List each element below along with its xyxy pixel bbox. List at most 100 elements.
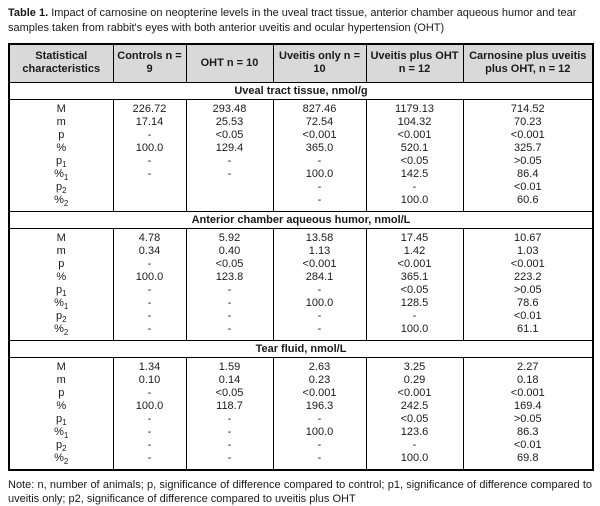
value-cell: 169.4 [462, 399, 594, 413]
value-cell: - [185, 322, 274, 340]
value-cell: 226.72 [112, 99, 187, 116]
value-cell: 128.5 [365, 296, 464, 310]
row-label: %2 [8, 193, 114, 211]
value-cell: 100.0 [272, 167, 367, 181]
section-title: Tear fluid, nmol/L [9, 339, 593, 358]
value-cell: 1179.13 [365, 99, 464, 116]
value-cell: - [112, 309, 187, 323]
row-label: p [8, 257, 114, 271]
row-label: % [8, 270, 114, 284]
table-caption: Table 1. Impact of carnosine on neopteri… [8, 6, 592, 36]
table-header-row: Statistical characteristics Controls n = … [8, 43, 594, 83]
table-row: p - <0.05 <0.001 <0.001 <0.001 [8, 128, 594, 142]
row-label-subscript: 2 [62, 314, 67, 324]
table-caption-text: Impact of carnosine on neopterine levels… [8, 7, 577, 34]
data-table: Statistical characteristics Controls n = … [8, 43, 594, 471]
table-row: p2- - - - <0.01 [8, 438, 594, 452]
value-cell: - [112, 154, 187, 168]
value-cell: 0.14 [185, 373, 274, 387]
table-row: p1- - - <0.05 >0.05 [8, 283, 594, 298]
value-cell: 827.46 [272, 99, 367, 116]
row-label-subscript: 1 [62, 159, 67, 169]
column-header-3: Uveitis only n = 10 [272, 43, 367, 83]
table-row: % 100.0 118.7 196.3 242.5 169.4 [8, 399, 594, 413]
row-label: M [8, 228, 114, 245]
value-cell: - [272, 322, 367, 340]
value-cell: 100.0 [112, 399, 187, 413]
table-row: %1- -100.0 128.5 78.6 [8, 296, 594, 310]
table-row: % 100.0 123.8 284.1 365.1 223.2 [8, 270, 594, 284]
column-header-1: Controls n = 9 [112, 43, 187, 83]
column-header-0: Statistical characteristics [8, 43, 114, 83]
value-cell: - [112, 438, 187, 452]
value-cell: 3.25 [365, 357, 464, 374]
value-cell: 365.0 [272, 141, 367, 155]
value-cell: 13.58 [272, 228, 367, 245]
value-cell: 1.03 [462, 244, 594, 258]
row-label: p2 [8, 438, 114, 452]
section-title: Anterior chamber aqueous humor, nmol/L [9, 210, 593, 229]
row-label: p1 [8, 412, 114, 427]
table-row: % 100.0 129.4 365.0 520.1 325.7 [8, 141, 594, 155]
value-cell: <0.01 [462, 180, 594, 194]
value-cell: 100.0 [365, 193, 464, 211]
value-cell: - [112, 128, 187, 142]
value-cell: - [185, 296, 274, 310]
value-cell: 0.40 [185, 244, 274, 258]
value-cell: 4.78 [112, 228, 187, 245]
value-cell [185, 193, 274, 211]
value-cell: 1.34 [112, 357, 187, 374]
value-cell: - [112, 412, 187, 426]
value-cell: 78.6 [462, 296, 594, 310]
value-cell: 293.48 [185, 99, 274, 116]
row-label: p1 [8, 154, 114, 169]
value-cell: 196.3 [272, 399, 367, 413]
row-label: m [8, 244, 114, 258]
table-row: p2- - <0.01 [8, 180, 594, 194]
value-cell: <0.05 [365, 154, 464, 168]
row-label: p1 [8, 283, 114, 298]
row-label-subscript: 1 [62, 417, 67, 427]
value-cell: - [272, 309, 367, 323]
value-cell: - [365, 309, 464, 323]
value-cell: 520.1 [365, 141, 464, 155]
value-cell: - [365, 180, 464, 194]
row-label: %2 [8, 322, 114, 340]
row-label: p [8, 128, 114, 142]
row-label: % [8, 141, 114, 155]
value-cell: <0.001 [365, 128, 464, 142]
value-cell: 104.32 [365, 115, 464, 129]
value-cell: 142.5 [365, 167, 464, 181]
value-cell: - [365, 438, 464, 452]
value-cell: <0.001 [365, 386, 464, 400]
value-cell: - [185, 283, 274, 297]
value-cell: <0.001 [462, 257, 594, 271]
row-label: % [8, 399, 114, 413]
table-row: M 4.78 5.92 13.58 17.45 10.67 [8, 228, 594, 245]
table-row: %2- - -100.0 69.8 [8, 451, 594, 470]
row-label-subscript: 1 [62, 288, 67, 298]
value-cell [185, 180, 274, 194]
table-row: M 1.34 1.59 2.63 3.25 2.27 [8, 357, 594, 374]
row-label: %1 [8, 296, 114, 310]
value-cell: 223.2 [462, 270, 594, 284]
row-label-subscript: 2 [63, 327, 69, 337]
value-cell: - [272, 451, 367, 470]
value-cell: 86.4 [462, 167, 594, 181]
value-cell: 123.6 [365, 425, 464, 439]
value-cell: <0.05 [185, 128, 274, 142]
value-cell: 129.4 [185, 141, 274, 155]
value-cell: 10.67 [462, 228, 594, 245]
value-cell: - [185, 451, 274, 470]
value-cell: - [272, 193, 367, 211]
value-cell: 100.0 [365, 451, 464, 470]
table-row: M 226.72 293.48 827.46 1179.13 714.52 [8, 99, 594, 116]
value-cell: 714.52 [462, 99, 594, 116]
value-cell: <0.001 [272, 386, 367, 400]
table-body: Uveal tract tissue, nmol/g M 226.72 293.48 8… [8, 81, 594, 470]
value-cell [112, 193, 187, 211]
value-cell: - [272, 438, 367, 452]
value-cell: <0.05 [365, 412, 464, 426]
value-cell: 2.63 [272, 357, 367, 374]
table-row: %1- -100.0 142.5 86.4 [8, 167, 594, 181]
